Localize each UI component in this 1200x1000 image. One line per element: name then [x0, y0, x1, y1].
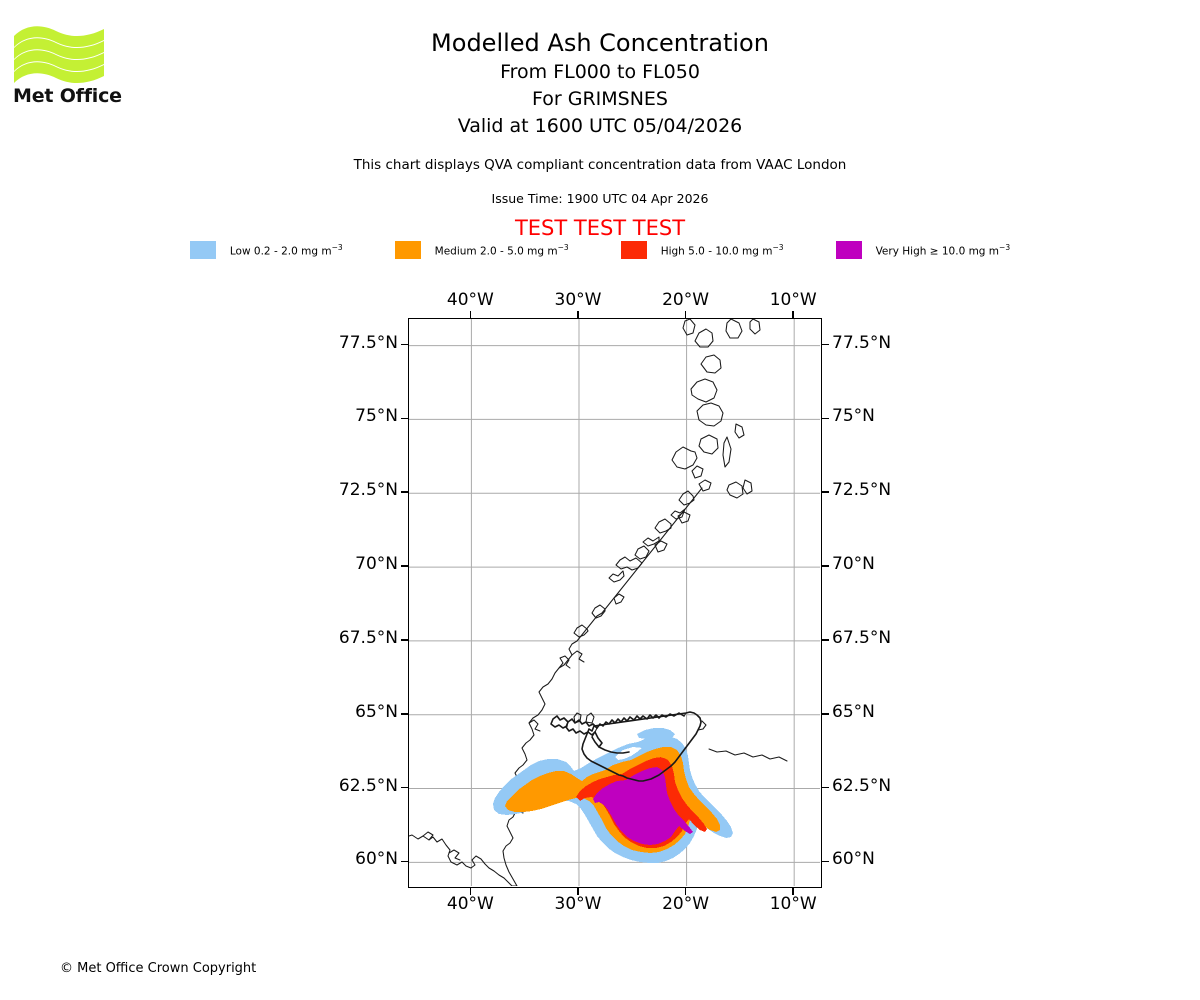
met-office-wave-logo-icon [14, 26, 104, 84]
issue-time: Issue Time: 1900 UTC 04 Apr 2026 [491, 191, 709, 206]
qva-note: This chart displays QVA compliant concen… [353, 157, 847, 173]
lat-label-left-77.5°N: 77.5°N [338, 332, 398, 353]
lon-label-bottom-30°W: 30°W [554, 894, 602, 914]
lat-tick [822, 860, 829, 863]
valid-time-subtitle: Valid at 1600 UTC 05/04/2026 [457, 115, 743, 137]
flight-level-subtitle: From FL000 to FL050 [500, 61, 700, 83]
lon-tick [577, 888, 579, 895]
test-banner: TEST TEST TEST [514, 216, 686, 240]
lon-label-top-10°W: 10°W [769, 290, 817, 310]
lat-tick [401, 860, 408, 863]
legend-label-low: Low 0.2 - 2.0 mg m−3 [229, 242, 343, 258]
lon-label-top-30°W: 30°W [554, 290, 602, 310]
volcano-subtitle: For GRIMSNES [532, 88, 668, 110]
lat-label-left-60°N: 60°N [355, 849, 398, 870]
concentration-legend: Low 0.2 - 2.0 mg m−3 Medium 2.0 - 5.0 mg… [0, 241, 1200, 259]
lat-label-left-72.5°N: 72.5°N [338, 480, 398, 501]
ash-contour-very-high [593, 767, 693, 845]
lon-label-bottom-40°W: 40°W [446, 894, 494, 914]
lon-label-top-20°W: 20°W [662, 290, 710, 310]
lon-tick [684, 311, 687, 318]
lat-label-right-60°N: 60°N [832, 849, 875, 870]
legend-label-very-high: Very High ≥ 10.0 mg m−3 [875, 242, 1011, 258]
lat-tick [822, 712, 829, 715]
lat-label-right-65°N: 65°N [832, 701, 875, 722]
legend-item-very-high: Very High ≥ 10.0 mg m−3 [835, 241, 1011, 259]
lat-label-left-70°N: 70°N [355, 554, 398, 575]
legend-item-low: Low 0.2 - 2.0 mg m−3 [189, 241, 343, 259]
legend-item-medium: Medium 2.0 - 5.0 mg m−3 [394, 241, 569, 259]
lon-label-bottom-10°W: 10°W [769, 894, 817, 914]
legend-swatch-medium-icon [394, 241, 421, 259]
chart-title-block: Modelled Ash Concentration From FL000 to… [0, 28, 1200, 140]
ash-contour-low-patch [637, 728, 675, 740]
copyright-text: © Met Office Crown Copyright [60, 961, 257, 976]
lat-label-right-67.5°N: 67.5°N [832, 627, 892, 648]
lat-tick [822, 786, 829, 789]
legend-label-medium: Medium 2.0 - 5.0 mg m−3 [434, 242, 569, 258]
lat-label-right-75°N: 75°N [832, 406, 875, 427]
lat-tick [401, 712, 408, 715]
lon-tick [792, 311, 794, 318]
legend-swatch-very-high-icon [835, 241, 862, 259]
lat-tick [401, 565, 408, 567]
lat-tick [822, 491, 829, 494]
legend-swatch-high-icon [620, 241, 647, 259]
lon-tick [577, 311, 579, 318]
ash-concentration-map[interactable] [408, 318, 822, 888]
legend-swatch-low-icon [189, 241, 216, 259]
lat-tick [401, 491, 408, 494]
lat-tick [822, 639, 829, 641]
lon-tick [469, 888, 472, 895]
lat-tick [822, 417, 829, 420]
lat-tick [401, 343, 408, 346]
lon-tick [469, 311, 472, 318]
lat-label-left-67.5°N: 67.5°N [338, 627, 398, 648]
lat-label-left-62.5°N: 62.5°N [338, 775, 398, 796]
ash-source-blob [658, 749, 668, 758]
lat-label-right-72.5°N: 72.5°N [832, 480, 892, 501]
lat-tick [401, 417, 408, 420]
lon-label-top-40°W: 40°W [446, 290, 494, 310]
map-canvas [409, 319, 820, 886]
lon-tick [792, 888, 794, 895]
met-office-logo-text: Met Office [13, 85, 122, 107]
lon-label-bottom-20°W: 20°W [662, 894, 710, 914]
lat-label-right-77.5°N: 77.5°N [832, 332, 892, 353]
lat-tick [822, 343, 829, 346]
lat-label-left-65°N: 65°N [355, 701, 398, 722]
lat-label-right-70°N: 70°N [832, 554, 875, 575]
legend-label-high: High 5.0 - 10.0 mg m−3 [660, 242, 784, 258]
coastline-overlay [550, 711, 702, 782]
lat-label-left-75°N: 75°N [355, 406, 398, 427]
lat-label-right-62.5°N: 62.5°N [832, 775, 892, 796]
page-title: Modelled Ash Concentration [431, 29, 769, 57]
lat-tick [822, 565, 829, 567]
legend-item-high: High 5.0 - 10.0 mg m−3 [620, 241, 784, 259]
lat-tick [401, 786, 408, 789]
met-office-logo: Met Office [12, 22, 132, 117]
ash-plume-layer [493, 728, 733, 863]
lat-tick [401, 639, 408, 641]
lon-tick [684, 888, 687, 895]
